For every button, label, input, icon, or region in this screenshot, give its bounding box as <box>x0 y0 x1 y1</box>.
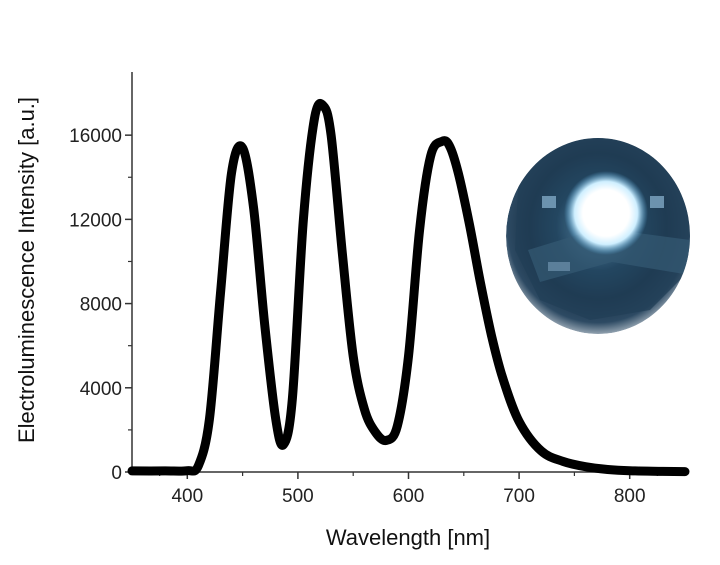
x-tick-label: 700 <box>503 486 535 507</box>
x-tick-label: 500 <box>282 486 314 507</box>
series-line <box>127 98 690 477</box>
led-glow <box>564 171 648 255</box>
y-axis-label: Electroluminescence Intensity [a.u.] <box>14 97 39 443</box>
y-axis-ticks: 0 4000 8000 12000 16000 <box>69 126 132 484</box>
y-tick-label: 8000 <box>80 295 122 316</box>
x-tick-label: 800 <box>614 486 646 507</box>
y-tick-label: 16000 <box>69 126 122 147</box>
y-tick-label: 0 <box>111 463 122 484</box>
y-tick-label: 12000 <box>69 210 122 231</box>
x-tick-label: 400 <box>171 486 203 507</box>
x-axis-ticks: 400 500 600 700 800 <box>159 472 658 507</box>
x-axis-label: Wavelength [nm] <box>326 525 490 550</box>
y-tick-label: 4000 <box>80 379 122 400</box>
x-tick-label: 600 <box>393 486 425 507</box>
led-photo-inset <box>506 138 690 334</box>
